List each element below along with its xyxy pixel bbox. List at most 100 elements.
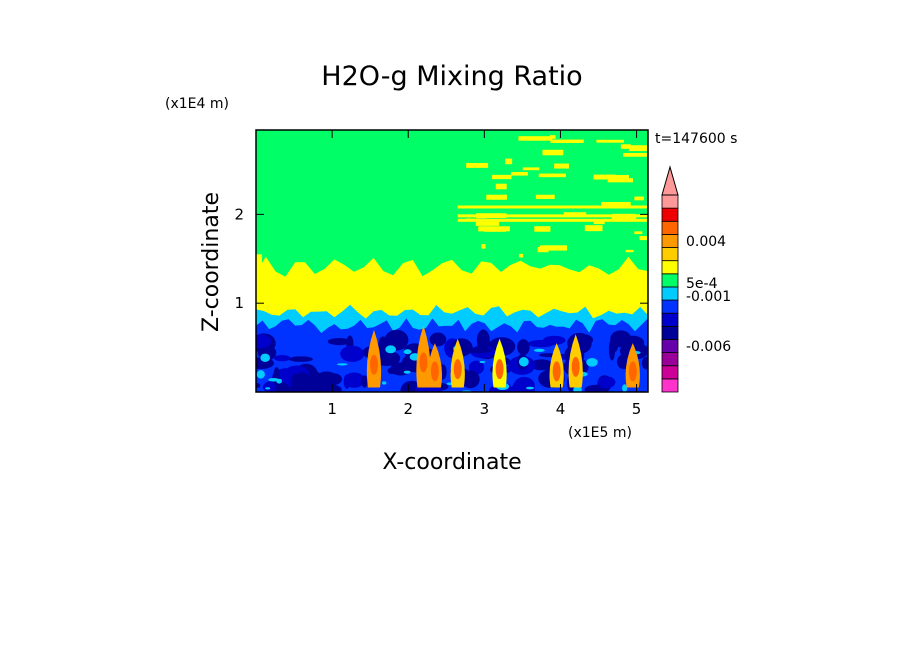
plume-core <box>369 354 378 375</box>
deep-blob <box>312 383 342 392</box>
colorbar-swatch <box>661 220 679 235</box>
upper-streak <box>623 153 648 157</box>
x-tick-label: 5 <box>632 400 642 418</box>
upper-streak <box>593 174 617 180</box>
x-tick-label: 4 <box>556 400 566 418</box>
upper-streak <box>534 226 551 232</box>
upper-streak <box>486 194 507 200</box>
upper-streak <box>620 144 631 149</box>
deep-blob <box>517 339 530 356</box>
horizontal-streak <box>457 218 648 222</box>
deep-blob <box>476 329 490 352</box>
upper-streak <box>478 226 510 232</box>
horizontal-streak <box>457 214 648 218</box>
upper-streak <box>596 139 624 143</box>
upper-streak <box>625 249 634 253</box>
x-tick-label: 2 <box>403 400 413 418</box>
colorbar-swatch <box>661 247 679 262</box>
upper-streak <box>550 139 584 144</box>
x-tick-label: 3 <box>480 400 490 418</box>
colorbar-swatch <box>661 352 679 367</box>
colorbar-swatch <box>661 365 679 380</box>
upper-streak <box>634 196 644 201</box>
upper-streak <box>491 174 512 180</box>
colorbar-swatch <box>661 378 679 393</box>
colorbar-swatch <box>661 273 679 288</box>
upper-streak <box>475 221 500 226</box>
plot-frame <box>255 129 649 393</box>
x-axis-title: X-coordinate <box>382 450 521 475</box>
deep-blob <box>542 335 566 345</box>
plume-core <box>495 359 504 380</box>
upper-streak <box>537 247 549 253</box>
plume-core <box>430 361 439 382</box>
cyan-fleck <box>533 348 545 352</box>
y-tick-label: 2 <box>234 205 244 223</box>
cyan-fleck <box>403 370 411 374</box>
colorbar-swatch <box>661 286 679 301</box>
cyan-fleck <box>268 377 279 382</box>
cyan-fleck <box>256 370 265 379</box>
upper-streak <box>607 178 634 183</box>
horizontal-streak <box>457 205 648 209</box>
upper-streak <box>481 244 486 249</box>
cyan-fleck <box>573 386 582 392</box>
time-label: t=147600 s <box>655 131 737 147</box>
x-scale-label: (x1E5 m) <box>568 425 632 441</box>
cyan-fleck <box>385 345 396 354</box>
colorbar-swatch <box>661 260 679 275</box>
upper-streak <box>607 174 629 179</box>
plume-core <box>571 356 580 377</box>
upper-streak <box>554 163 569 169</box>
upper-streak <box>639 236 648 241</box>
chart-title: H2O-g Mixing Ratio <box>321 61 582 92</box>
upper-streak <box>601 201 631 208</box>
colorbar-swatch <box>661 339 679 354</box>
cyan-fleck <box>479 360 486 363</box>
colorbar-label: -0.006 <box>686 339 731 355</box>
deep-blob <box>295 372 311 389</box>
upper-streak <box>542 149 564 156</box>
x-tick-label: 1 <box>327 400 337 418</box>
deep-blob <box>460 370 480 389</box>
upper-streak <box>628 145 648 152</box>
deep-blob <box>343 374 351 389</box>
upper-streak <box>466 162 489 168</box>
deep-blob <box>273 354 291 362</box>
deep-blob <box>256 334 272 349</box>
upper-streak <box>549 135 556 139</box>
deep-blob <box>317 371 337 383</box>
y-tick-label: 1 <box>234 294 244 312</box>
colorbar-extend-arrow <box>661 165 679 196</box>
plume-core <box>628 361 637 382</box>
cyan-fleck <box>518 357 529 367</box>
deep-blob <box>621 335 645 350</box>
cyan-fleck <box>260 353 270 363</box>
deep-blob <box>340 345 365 362</box>
deep-blob <box>256 357 274 370</box>
deep-blob <box>361 375 368 388</box>
colorbar-swatch <box>661 312 679 327</box>
colorbar-label: 5e-4 <box>686 276 718 292</box>
upper-streak <box>634 231 643 235</box>
plume-core <box>419 352 428 373</box>
deep-blob <box>530 359 553 371</box>
cyan-fleck <box>336 363 348 366</box>
deep-blob <box>384 329 409 351</box>
colorbar-swatch <box>661 299 679 314</box>
upper-streak <box>538 173 566 178</box>
upper-streak <box>584 225 603 232</box>
colorbar-swatch <box>661 194 679 209</box>
upper-streak <box>518 253 524 258</box>
plume-core <box>552 361 561 382</box>
deep-blob <box>641 356 648 370</box>
cyan-fleck <box>276 378 282 384</box>
deep-blob <box>429 332 447 347</box>
deep-blob <box>327 337 351 346</box>
plot-area: 1 2 3 4 5 1 2 <box>234 129 649 418</box>
upper-streak <box>522 167 540 171</box>
colorbar: 0.004 5e-4-0.001 -0.006 <box>661 165 731 393</box>
deep-blob <box>597 376 616 389</box>
plume-core <box>453 359 462 380</box>
